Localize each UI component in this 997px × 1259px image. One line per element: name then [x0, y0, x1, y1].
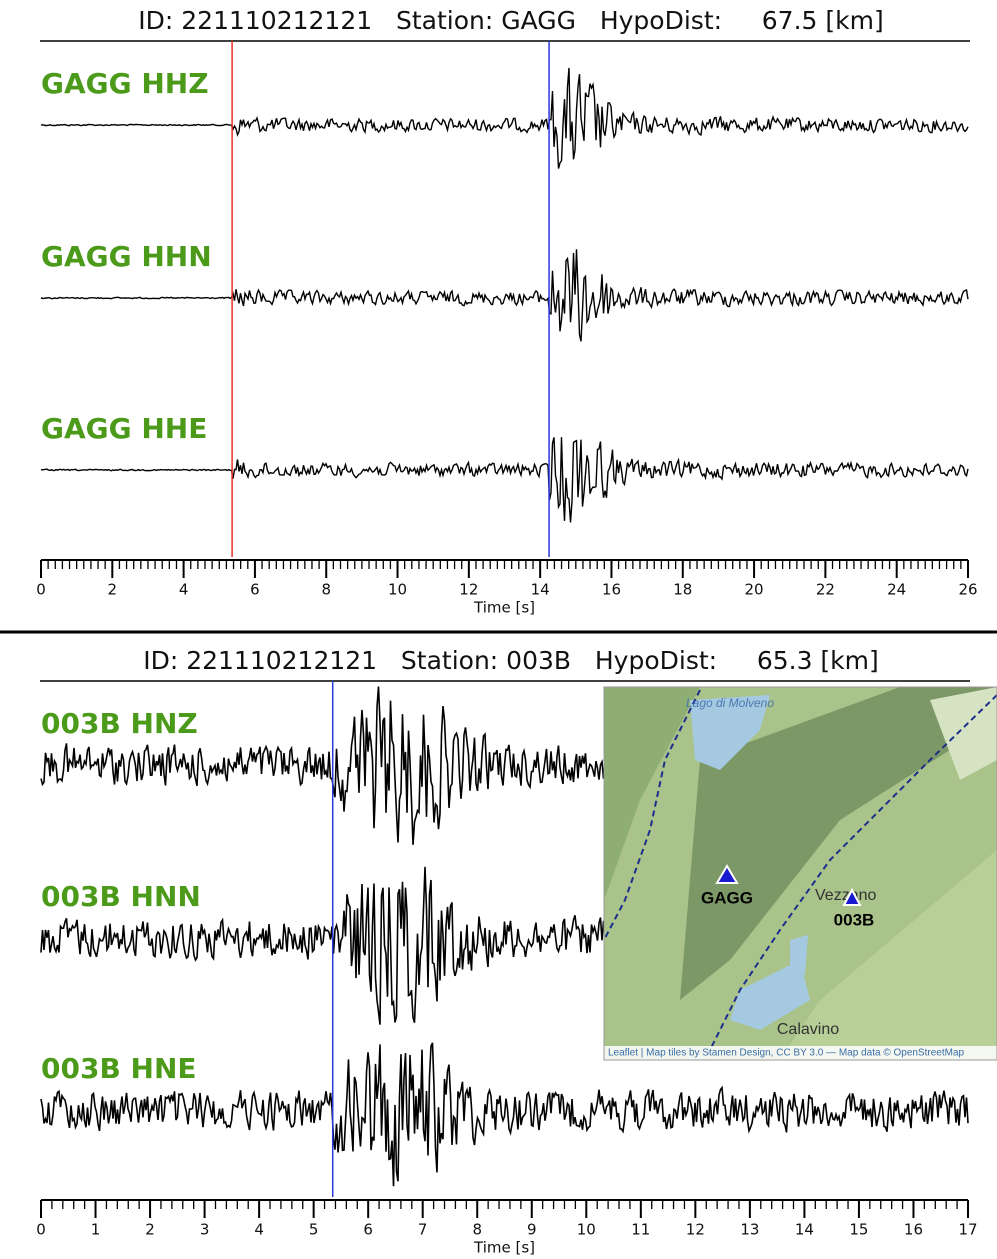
x-tick-label: 2 — [108, 581, 118, 599]
x-tick-label: 12 — [459, 581, 478, 599]
x-tick-label: 17 — [958, 1221, 977, 1239]
trace-label: 003B HNN — [41, 880, 201, 913]
x-tick-label: 13 — [740, 1221, 759, 1239]
x-tick-label: 26 — [958, 581, 977, 599]
x-tick-label: 24 — [887, 581, 906, 599]
map-label: Calavino — [777, 1021, 839, 1038]
station-label: GAGG — [701, 888, 753, 907]
map-label: Lago di Molveno — [686, 696, 774, 710]
x-tick-label: 4 — [179, 581, 189, 599]
x-tick-label: 3 — [200, 1221, 210, 1239]
x-tick-label: 11 — [631, 1221, 650, 1239]
x-tick-label: 16 — [602, 581, 621, 599]
x-axis-label: Time [s] — [473, 1239, 535, 1257]
x-tick-label: 4 — [254, 1221, 264, 1239]
trace-label: GAGG HHE — [41, 412, 207, 445]
x-tick-label: 5 — [309, 1221, 319, 1239]
lake — [790, 935, 808, 975]
trace-label: GAGG HHN — [41, 240, 212, 273]
panel-title: ID: 221110212121 Station: GAGG HypoDist:… — [138, 6, 883, 35]
x-tick-label: 10 — [577, 1221, 596, 1239]
x-tick-label: 1 — [91, 1221, 101, 1239]
x-tick-label: 18 — [673, 581, 692, 599]
panel-title: ID: 221110212121 Station: 003B HypoDist:… — [143, 646, 879, 675]
x-tick-label: 6 — [250, 581, 260, 599]
x-tick-label: 14 — [795, 1221, 814, 1239]
trace-label: 003B HNZ — [41, 707, 198, 740]
x-tick-label: 20 — [745, 581, 764, 599]
x-tick-label: 9 — [527, 1221, 537, 1239]
map-inset: Lago di Molveno Vezzano Calavino GAGG 00… — [604, 687, 997, 1060]
x-tick-label: 10 — [388, 581, 407, 599]
x-tick-label: 0 — [36, 581, 46, 599]
waveform-trace — [41, 437, 968, 522]
map-attribution[interactable]: Leaflet | Map tiles by Stamen Design, CC… — [608, 1048, 965, 1059]
x-tick-label: 6 — [363, 1221, 373, 1239]
x-tick-label: 22 — [816, 581, 835, 599]
trace-label: 003B HNE — [41, 1052, 197, 1085]
x-tick-label: 15 — [849, 1221, 868, 1239]
x-tick-label: 14 — [531, 581, 550, 599]
x-tick-label: 8 — [321, 581, 331, 599]
x-tick-label: 16 — [904, 1221, 923, 1239]
station-label: 003B — [834, 910, 875, 929]
trace-label: GAGG HHZ — [41, 67, 209, 100]
x-tick-label: 12 — [686, 1221, 705, 1239]
x-tick-label: 7 — [418, 1221, 428, 1239]
x-tick-label: 8 — [472, 1221, 482, 1239]
x-tick-label: 0 — [36, 1221, 46, 1239]
x-axis-label: Time [s] — [473, 599, 535, 617]
figure: ID: 221110212121 Station: GAGG HypoDist:… — [0, 0, 997, 1259]
x-tick-label: 2 — [145, 1221, 155, 1239]
